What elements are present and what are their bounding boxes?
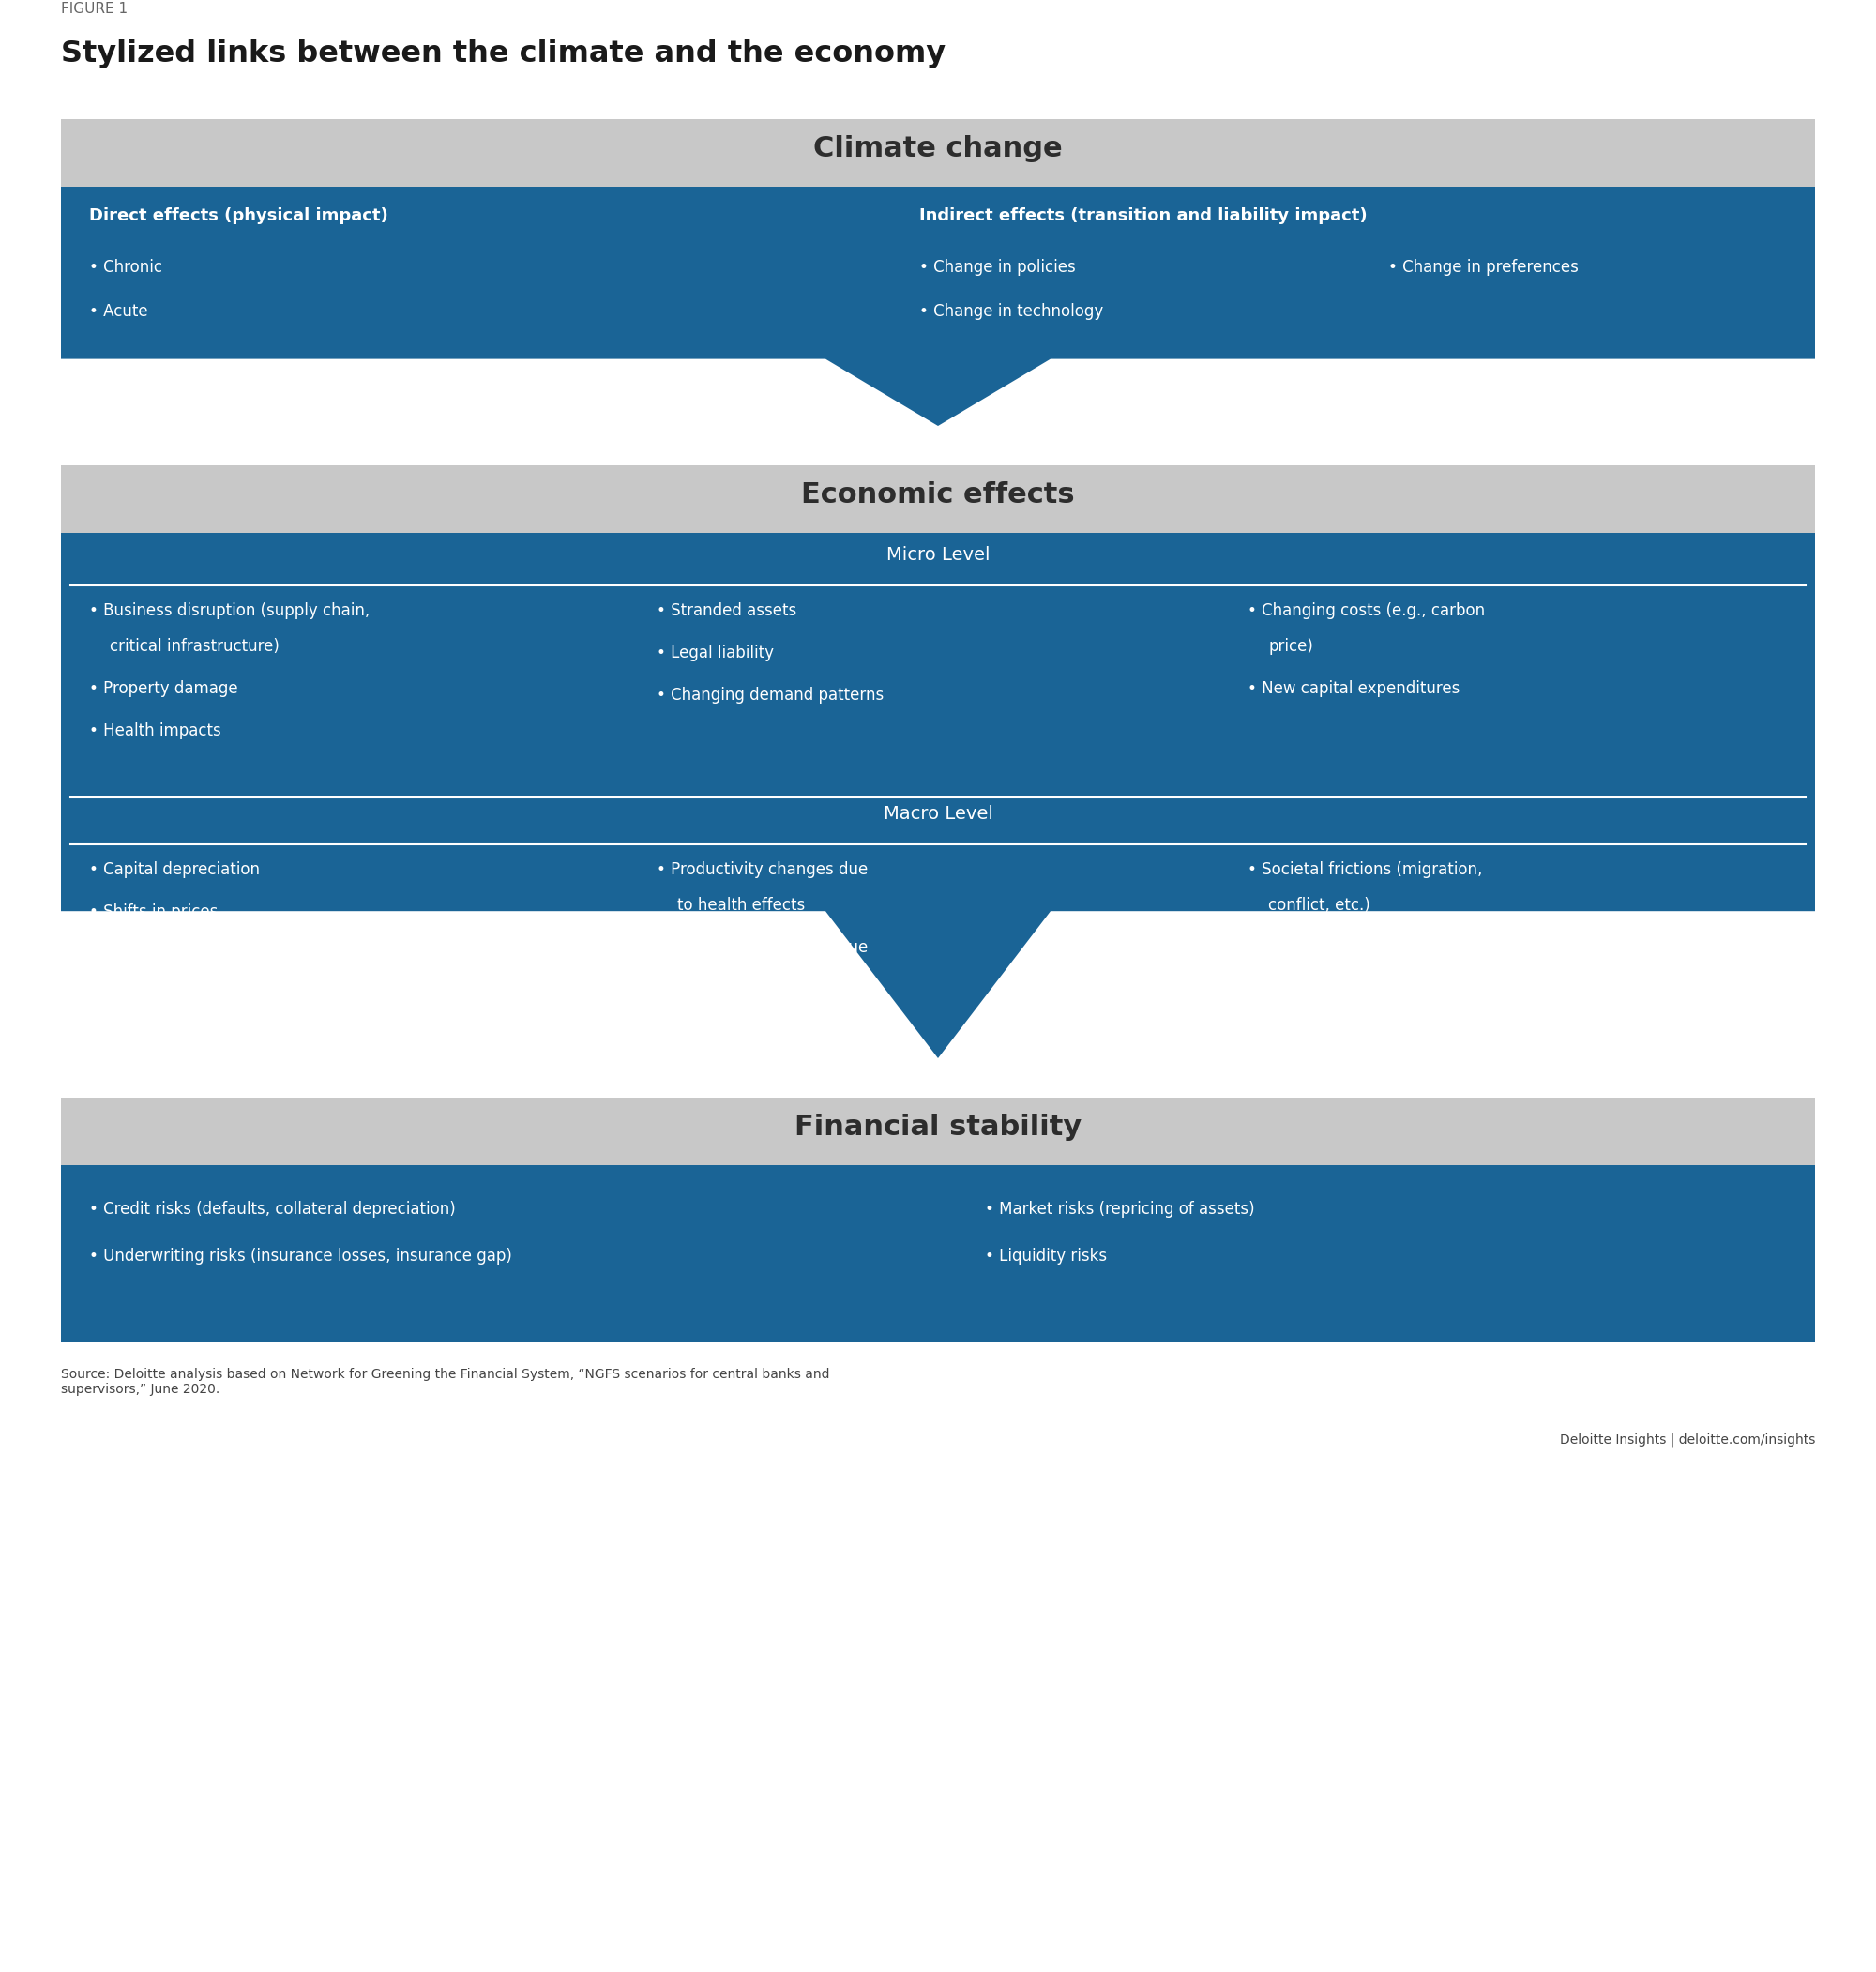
Bar <box>60 465 1816 532</box>
Text: • Health impacts: • Health impacts <box>90 722 221 740</box>
Text: FIGURE 1: FIGURE 1 <box>60 2 128 16</box>
Text: • Business disruption (supply chain,: • Business disruption (supply chain, <box>90 601 370 619</box>
Text: • Acute: • Acute <box>90 304 148 319</box>
Text: • Changing costs (e.g., carbon: • Changing costs (e.g., carbon <box>1248 601 1486 619</box>
Text: • Underwriting risks (insurance losses, insurance gap): • Underwriting risks (insurance losses, … <box>90 1248 512 1264</box>
Text: Deloitte Insights | deloitte.com/insights: Deloitte Insights | deloitte.com/insight… <box>1559 1434 1816 1447</box>
Text: • Chronic: • Chronic <box>90 258 163 276</box>
Text: Economic effects: Economic effects <box>801 481 1075 509</box>
Text: Indirect effects (transition and liability impact): Indirect effects (transition and liabili… <box>919 207 1368 225</box>
Text: • Change in policies: • Change in policies <box>919 258 1075 276</box>
Polygon shape <box>60 532 1816 1059</box>
Text: • Societal frictions (migration,: • Societal frictions (migration, <box>1248 862 1482 878</box>
Text: revenue: revenue <box>1268 1018 1332 1033</box>
Bar <box>60 118 1816 187</box>
Text: • Productivity changes due: • Productivity changes due <box>657 939 869 956</box>
Text: • Shifts in prices: • Shifts in prices <box>90 903 218 921</box>
Text: Stylized links between the climate and the economy: Stylized links between the climate and t… <box>60 39 946 69</box>
Text: • Market risks (repricing of assets): • Market risks (repricing of assets) <box>985 1201 1255 1219</box>
Text: • Liquidity risks: • Liquidity risks <box>985 1248 1107 1264</box>
Text: critical infrastructure): critical infrastructure) <box>109 639 280 655</box>
Text: Direct effects (physical impact): Direct effects (physical impact) <box>90 207 388 225</box>
Text: • New capital expenditures: • New capital expenditures <box>1248 680 1460 696</box>
Text: • Credit risks (defaults, collateral depreciation): • Credit risks (defaults, collateral dep… <box>90 1201 456 1219</box>
Bar <box>60 1098 1816 1165</box>
Text: • Labor market frictions: • Labor market frictions <box>657 1018 842 1033</box>
Bar <box>60 1165 1816 1341</box>
Text: to health effects: to health effects <box>677 897 805 913</box>
Text: • Changing demand patterns: • Changing demand patterns <box>657 686 884 704</box>
Text: • Productivity changes due: • Productivity changes due <box>657 862 869 878</box>
Text: Micro Level: Micro Level <box>885 546 991 564</box>
Text: • Capital depreciation: • Capital depreciation <box>90 862 259 878</box>
Text: price): price) <box>1268 639 1313 655</box>
Text: Macro Level: Macro Level <box>884 805 992 822</box>
Text: • Property damage: • Property damage <box>90 680 238 696</box>
Text: conflict, etc.): conflict, etc.) <box>1268 897 1369 913</box>
Text: Financial stability: Financial stability <box>794 1114 1082 1142</box>
Text: • Change in preferences: • Change in preferences <box>1388 258 1578 276</box>
Text: Source: Deloitte analysis based on Network for Greening the Financial System, “N: Source: Deloitte analysis based on Netwo… <box>60 1369 829 1396</box>
Text: • Stranded assets: • Stranded assets <box>657 601 797 619</box>
Text: • Change in technology: • Change in technology <box>919 304 1103 319</box>
Text: • Impact on government: • Impact on government <box>1248 982 1441 998</box>
Text: • Changes in investment patterns: • Changes in investment patterns <box>90 947 353 962</box>
Polygon shape <box>60 187 1816 426</box>
Text: to investment diversion: to investment diversion <box>677 974 863 992</box>
Text: • Legal liability: • Legal liability <box>657 645 775 661</box>
Text: Climate change: Climate change <box>814 136 1062 164</box>
Text: • Impact on international trade: • Impact on international trade <box>1248 939 1490 956</box>
